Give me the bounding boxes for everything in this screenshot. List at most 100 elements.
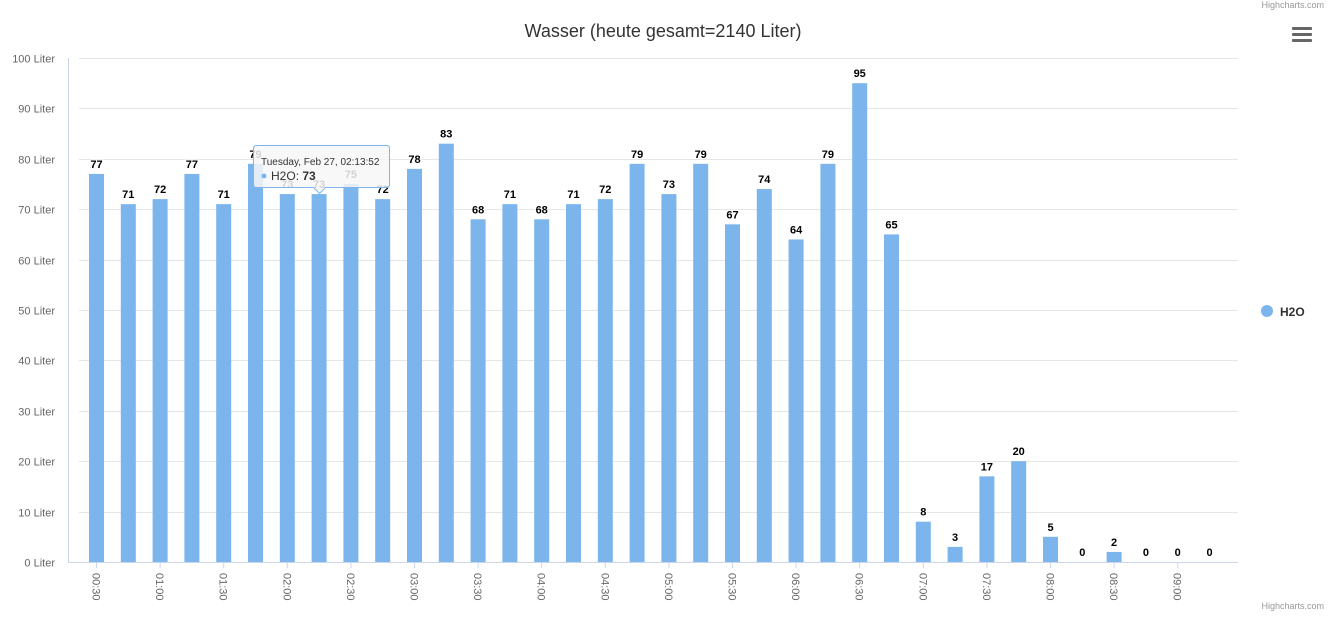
bar[interactable] [120, 204, 136, 562]
x-tick-label: 08:00 [1044, 573, 1056, 601]
legend-item-h2o[interactable]: H2O [1280, 305, 1305, 319]
bar[interactable] [1011, 461, 1027, 562]
bar[interactable] [438, 143, 454, 562]
bar[interactable] [152, 199, 168, 562]
x-tick-label: 07:30 [980, 573, 992, 601]
data-label: 72 [599, 184, 611, 196]
x-tick-label: 06:30 [853, 573, 865, 601]
menu-line [1292, 33, 1312, 36]
tooltip-header: Tuesday, Feb 27, 02:13:52 [261, 157, 380, 168]
data-label: 68 [472, 204, 484, 216]
data-label: 79 [695, 149, 707, 161]
bar[interactable] [947, 546, 963, 562]
legend-marker-h2o [1261, 305, 1273, 317]
bar[interactable] [693, 163, 709, 562]
tooltip-series-marker [261, 173, 267, 179]
bar[interactable] [1106, 551, 1122, 562]
data-label: 74 [758, 174, 771, 186]
menu-line [1292, 39, 1312, 42]
bar[interactable] [852, 83, 868, 562]
legend[interactable]: H2O [1261, 305, 1305, 319]
y-tick-label: 40 Liter [18, 356, 55, 368]
y-tick-label: 80 Liter [18, 155, 55, 167]
x-tick-label: 01:30 [217, 573, 229, 601]
bar[interactable] [756, 189, 772, 563]
bar[interactable] [566, 204, 581, 562]
data-label: 0 [1079, 547, 1085, 559]
bar[interactable] [184, 173, 200, 563]
x-tick-label: 00:30 [90, 573, 102, 601]
data-labels: 7771727771797373757278836871687172797379… [89, 67, 1213, 560]
data-label: 2 [1111, 537, 1117, 549]
data-label: 65 [885, 219, 897, 231]
bar[interactable] [470, 219, 486, 562]
bar[interactable] [534, 219, 550, 562]
y-axis: 0 Liter 10 Liter 20 Liter 30 Liter 40 Liter 5… [12, 54, 69, 570]
bar[interactable] [375, 199, 391, 562]
tooltip-series-line: H2O: 73 [271, 169, 316, 183]
data-label: 0 [1143, 547, 1149, 559]
x-tick-label: 09:00 [1171, 573, 1183, 601]
x-tick-label: 02:30 [344, 573, 356, 601]
hamburger-menu-icon[interactable] [1290, 24, 1314, 46]
data-label: 71 [504, 189, 516, 201]
data-label: 67 [726, 209, 738, 221]
x-tick-label: 05:30 [726, 573, 738, 601]
bar[interactable] [661, 194, 677, 562]
data-label: 68 [536, 204, 548, 216]
bar[interactable] [216, 204, 232, 562]
bar[interactable] [725, 224, 740, 562]
data-label: 71 [122, 189, 134, 201]
data-label: 73 [663, 179, 675, 191]
tooltip-series-name: H2O [271, 169, 296, 183]
bar[interactable] [1043, 536, 1058, 562]
x-tick-label: 05:00 [662, 573, 674, 601]
y-tick-label: 100 Liter [12, 54, 55, 66]
data-label: 71 [218, 189, 230, 201]
x-tick-label: 07:00 [916, 573, 928, 601]
bar[interactable] [502, 204, 518, 562]
tooltip-box [253, 145, 390, 195]
bar[interactable] [597, 199, 613, 562]
y-tick-label: 0 Liter [24, 558, 55, 570]
data-label: 77 [186, 159, 198, 171]
data-label: 17 [981, 461, 993, 473]
bar-series-h2o[interactable] [89, 83, 1122, 563]
y-tick-label: 70 Liter [18, 205, 55, 217]
bar[interactable] [279, 194, 295, 562]
bar[interactable] [343, 184, 359, 562]
bar[interactable] [979, 476, 995, 562]
data-label: 0 [1175, 547, 1181, 559]
bar[interactable] [884, 234, 899, 562]
x-tick-label: 03:30 [471, 573, 483, 601]
data-label: 5 [1047, 522, 1053, 534]
data-label: 72 [154, 184, 166, 196]
bar[interactable] [407, 168, 422, 562]
data-label: 77 [90, 159, 102, 171]
data-label: 8 [920, 507, 926, 519]
credits-bottom[interactable]: Highcharts.com [1261, 601, 1324, 611]
y-tick-label: 60 Liter [18, 256, 55, 268]
x-axis: 00:30 01:00 01:30 02:00 02:30 03:00 03:30 04:00… [68, 562, 1238, 601]
bar[interactable] [915, 521, 931, 562]
bar[interactable] [820, 163, 836, 562]
data-label: 83 [440, 129, 452, 141]
credits-top[interactable]: Highcharts.com [1261, 0, 1324, 10]
bar[interactable] [248, 163, 263, 562]
x-tick-label: 04:30 [598, 573, 610, 601]
data-label: 78 [408, 154, 420, 166]
bar[interactable] [788, 239, 804, 562]
bar[interactable] [629, 163, 645, 562]
y-tick-label: 20 Liter [18, 457, 55, 469]
data-label: 20 [1013, 446, 1025, 458]
data-label: 79 [822, 149, 834, 161]
x-tick-label: 03:00 [408, 573, 420, 601]
chart-title: Wasser (heute gesamt=2140 Liter) [525, 21, 802, 41]
y-tick-label: 10 Liter [18, 508, 55, 520]
bar[interactable] [89, 173, 104, 563]
x-tick-label: 02:00 [280, 573, 292, 601]
grid-lines [79, 58, 1238, 513]
x-tick-label: 08:30 [1107, 573, 1119, 601]
bar[interactable] [311, 194, 327, 562]
